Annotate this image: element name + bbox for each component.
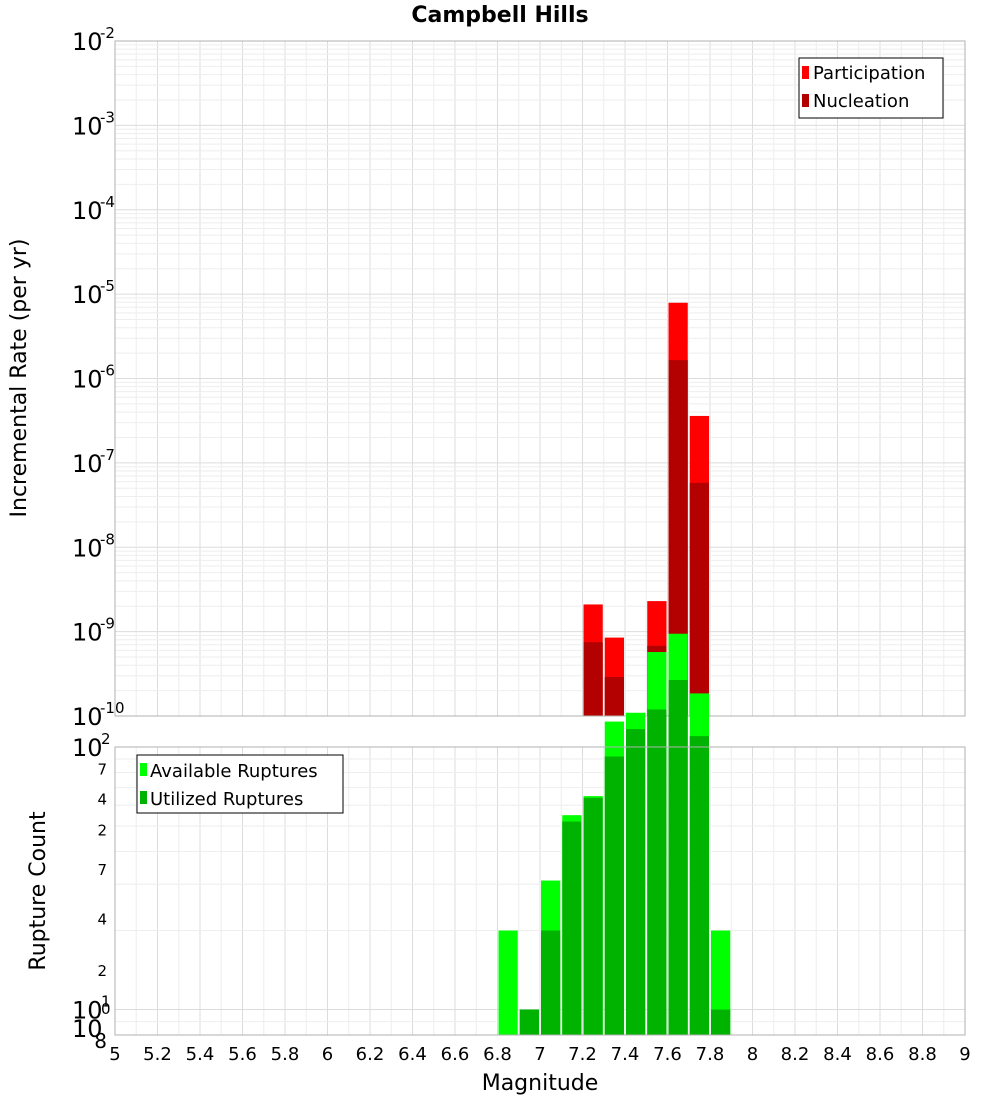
top-y-tick-exponent: -4 — [100, 193, 115, 211]
bottom-y-tick-label: 10 — [72, 734, 103, 762]
top-y-tick-exponent: -7 — [100, 446, 115, 464]
top-y-tick-exponent: -10 — [100, 699, 125, 717]
x-tick-label: 6.8 — [483, 1044, 512, 1065]
x-tick-label: 7.8 — [696, 1044, 725, 1065]
bottom-bar-utilized-ruptures — [647, 709, 667, 1035]
x-tick-label: 6.2 — [356, 1044, 385, 1065]
bottom-bar-utilized-ruptures — [583, 797, 603, 1035]
x-tick-label: 9 — [959, 1044, 970, 1065]
bottom-y-tick-exponent: 0 — [101, 1000, 111, 1018]
top-legend-box — [798, 57, 944, 119]
chart-title: Campbell Hills — [411, 3, 588, 28]
top-y-tick-label: 10 — [72, 703, 103, 731]
legend-available-label: Available Ruptures — [150, 761, 318, 782]
bottom-plot-frame — [114, 746, 966, 1036]
top-y-tick-exponent: -2 — [100, 24, 115, 42]
x-tick-label: 5.6 — [228, 1044, 257, 1065]
bottom-bar-utilized-ruptures — [604, 756, 624, 1035]
legend-participation-label: Participation — [813, 63, 925, 84]
bottom-y-minor-tick-label: 7 — [97, 861, 107, 879]
x-tick-label: 8.8 — [908, 1044, 937, 1065]
x-tick-label: 5.4 — [186, 1044, 215, 1065]
top-y-tick-exponent: -9 — [100, 615, 115, 633]
top-y-tick-label: 10 — [72, 197, 103, 225]
bottom-y-minor-tick-label: 2 — [97, 822, 107, 840]
top-y-tick-label: 10 — [72, 28, 103, 56]
bottom-legend: Available Ruptures Utilized Ruptures — [136, 754, 344, 814]
bottom-bar-utilized-ruptures — [668, 679, 688, 1035]
bottom-bar-utilized-ruptures — [519, 1009, 539, 1035]
bottom-y-tick-label: 10 — [72, 1015, 103, 1043]
x-tick-label: 7 — [534, 1044, 545, 1065]
x-tick-label: 8.2 — [781, 1044, 810, 1065]
top-y-tick-exponent: -3 — [100, 108, 115, 126]
bottom-y-tick-exponent: 2 — [101, 730, 111, 748]
x-axis-ticks: 5 5.2 5.4 5.6 5.8 6 6.2 6.4 6.6 6.8 7 7.2 7.4 7.6 7.8 8… — [109, 1044, 970, 1065]
top-y-tick-label: 10 — [72, 281, 103, 309]
top-y-tick-label: 10 — [72, 619, 103, 647]
top-y-axis-label: Incremental Rate (per yr) — [7, 239, 32, 518]
top-y-tick-exponent: -8 — [100, 530, 115, 548]
bottom-y-axis-label: Rupture Count — [26, 811, 51, 971]
legend-available-swatch — [140, 763, 147, 776]
top-bar-nucleation — [583, 642, 603, 716]
top-y-tick-label: 10 — [72, 112, 103, 140]
x-tick-label: 5.8 — [271, 1044, 300, 1065]
top-bar-nucleation — [604, 676, 624, 716]
bottom-bar-utilized-ruptures — [626, 729, 646, 1035]
bottom-legend-box — [136, 754, 344, 814]
legend-utilized-swatch — [140, 791, 147, 804]
legend-nucleation-label: Nucleation — [813, 91, 909, 112]
x-tick-label: 6.4 — [398, 1044, 427, 1065]
top-y-tick-exponent: -6 — [100, 362, 115, 380]
x-tick-label: 7.2 — [568, 1044, 597, 1065]
bottom-bar-utilized-ruptures — [689, 736, 709, 1035]
bottom-y-tick-exponent: 1 — [101, 993, 111, 1011]
top-legend: Participation Nucleation — [798, 57, 944, 119]
top-y-tick-exponent: -5 — [100, 277, 115, 295]
bottom-y-minor-tick-label: 2 — [97, 962, 107, 980]
x-tick-label: 7.4 — [611, 1044, 640, 1065]
bottom-y-minor-tick-label: 4 — [97, 791, 107, 809]
x-tick-label: 6 — [322, 1044, 333, 1065]
bottom-bar-utilized-ruptures — [711, 1009, 731, 1035]
top-y-tick-label: 10 — [72, 450, 103, 478]
x-tick-label: 5 — [109, 1044, 120, 1065]
x-tick-label: 8.6 — [866, 1044, 895, 1065]
x-tick-label: 6.6 — [441, 1044, 470, 1065]
top-y-tick-label: 10 — [72, 534, 103, 562]
legend-utilized-label: Utilized Ruptures — [150, 789, 303, 810]
bottom-y-tick-label: 10 — [72, 997, 103, 1025]
bottom-y-minor-tick-label: 7 — [97, 761, 107, 779]
top-plot-frame — [114, 40, 966, 717]
top-bar-nucleation — [668, 360, 688, 716]
bottom-bar-utilized-ruptures — [541, 930, 561, 1035]
legend-nucleation-swatch — [802, 94, 809, 107]
legend-participation-swatch — [802, 66, 809, 79]
x-tick-label: 5.2 — [143, 1044, 172, 1065]
bottom-bar-available-ruptures — [498, 930, 518, 1035]
x-tick-label: 7.6 — [653, 1044, 682, 1065]
bottom-plot-bars — [498, 633, 731, 1035]
bottom-bar-available-ruptures — [711, 930, 731, 1035]
x-axis-label: Magnitude — [482, 1071, 599, 1096]
top-plot-grid — [114, 40, 966, 717]
top-y-tick-label: 10 — [72, 366, 103, 394]
bottom-y-minor-tick-label: 4 — [97, 911, 107, 929]
x-tick-label: 8.4 — [823, 1044, 852, 1065]
bottom-y-minor-tick-label: 8 — [94, 1029, 107, 1053]
x-tick-label: 8 — [747, 1044, 758, 1065]
bottom-bar-utilized-ruptures — [562, 821, 582, 1035]
top-bar-nucleation — [689, 482, 709, 716]
